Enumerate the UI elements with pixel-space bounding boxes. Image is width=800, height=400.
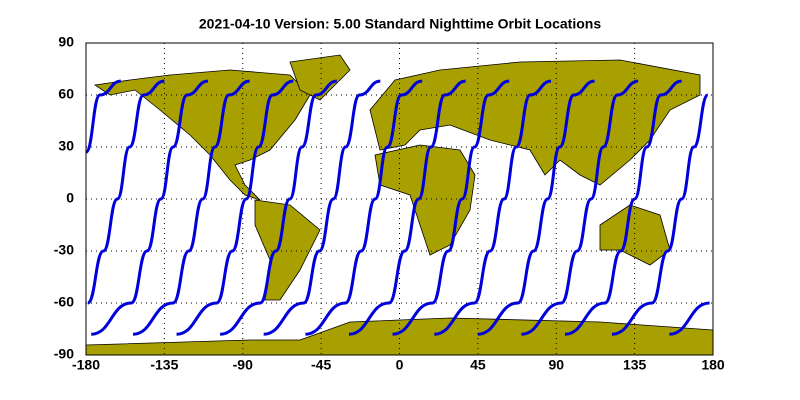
north-america [93, 69, 311, 201]
x-tick-label: -180 [72, 357, 100, 373]
y-tick-label: 90 [58, 34, 74, 50]
orbit-track [611, 93, 710, 336]
orbit-track [348, 79, 466, 336]
x-tick-label: 45 [470, 357, 486, 373]
x-tick-label: 0 [396, 357, 404, 373]
x-tick-label: 180 [701, 357, 725, 373]
y-tick-label: 0 [66, 190, 74, 206]
antarctica [86, 317, 713, 355]
plot-frame [85, 42, 714, 356]
orbit-track [305, 79, 423, 336]
orbit-track [91, 79, 209, 336]
y-tick-label: 30 [58, 138, 74, 154]
y-tick-label: 60 [58, 86, 74, 102]
axis-labels: -180 -135 -90 -45 0 45 90 135 180 -90 -60 -30 0 30 60 9… [54, 34, 725, 373]
orbit-track [521, 79, 639, 336]
y-tick-label: -30 [54, 242, 74, 258]
orbit-track [176, 79, 294, 336]
orbit-track [392, 79, 510, 336]
orbit-track [434, 79, 552, 336]
south-america [254, 199, 321, 301]
orbit-track [132, 79, 250, 336]
x-tick-label: 90 [548, 357, 564, 373]
y-tick-label: -90 [54, 346, 74, 362]
australia [599, 204, 671, 266]
orbit-track [669, 301, 710, 336]
orbit-tracks [86, 79, 710, 336]
orbit-track [477, 79, 595, 336]
orbit-track [564, 79, 682, 336]
x-tick-label: -90 [233, 357, 253, 373]
orbit-track [219, 79, 338, 336]
orbit-track [86, 79, 122, 154]
orbit-track [263, 79, 381, 336]
africa [374, 144, 476, 256]
greenland [289, 54, 351, 101]
x-tick-label: -135 [150, 357, 178, 373]
land [86, 54, 713, 355]
x-tick-label: -45 [311, 357, 331, 373]
orbit-track [86, 79, 165, 305]
chart-title: 2021-04-10 Version: 5.00 Standard Nightt… [199, 16, 601, 32]
y-tick-label: -60 [54, 294, 74, 310]
x-tick-label: 135 [623, 357, 647, 373]
